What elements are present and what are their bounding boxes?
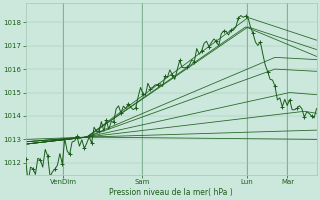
X-axis label: Pression niveau de la mer( hPa ): Pression niveau de la mer( hPa ): [109, 188, 233, 197]
